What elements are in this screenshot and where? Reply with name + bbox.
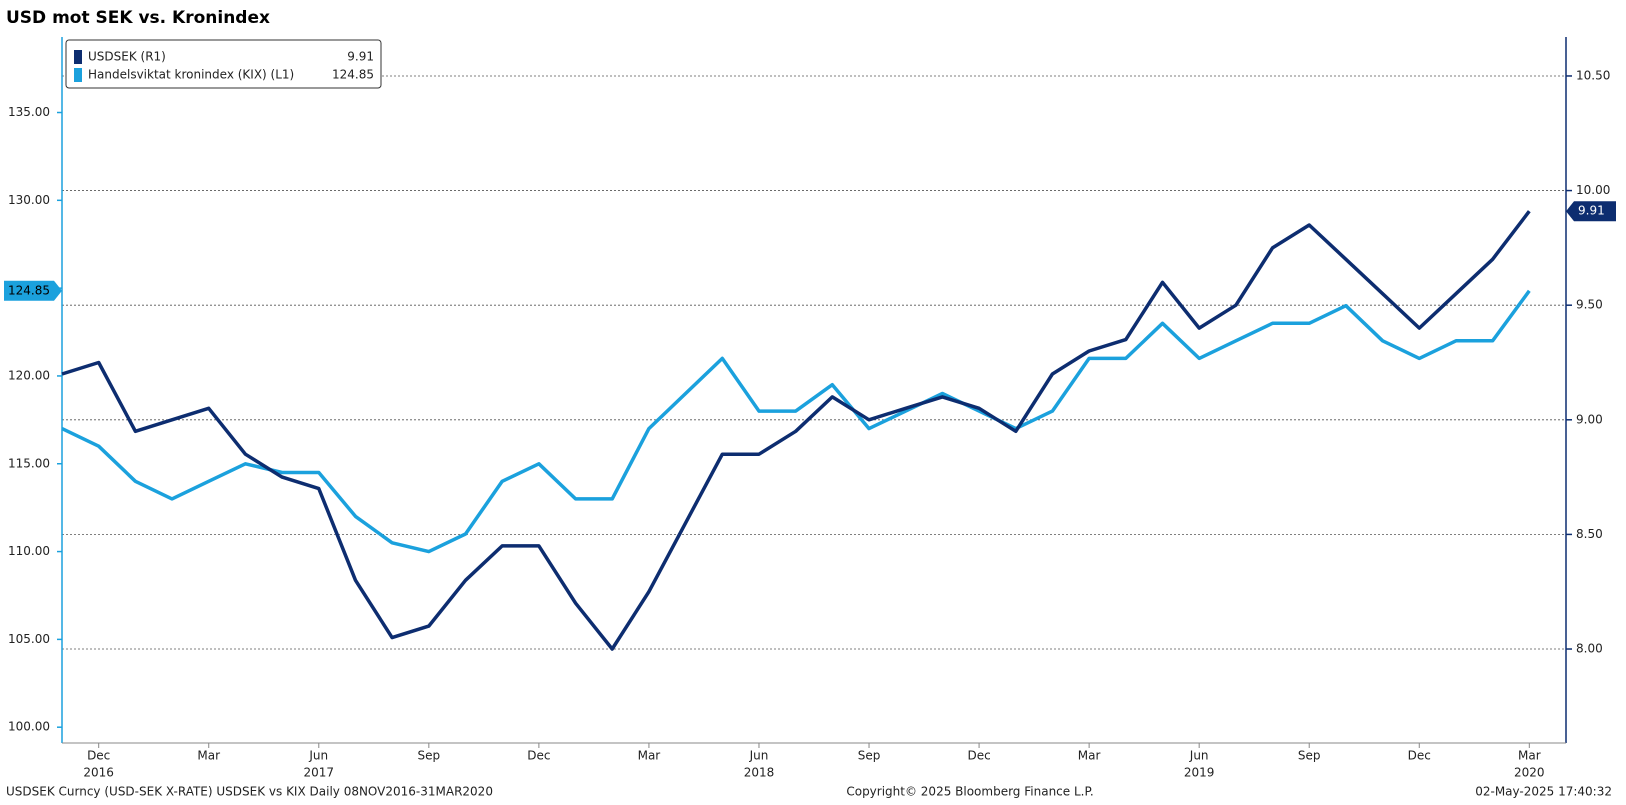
x-tick-label: Dec [527, 749, 550, 763]
legend-swatch [74, 50, 82, 64]
x-tick-label: Mar [638, 749, 661, 763]
x-tick-label: Mar [1518, 749, 1541, 763]
x-tick-label: Sep [418, 749, 441, 763]
y-tick-label: 130.00 [8, 193, 50, 207]
y2-tick-label: 9.00 [1576, 412, 1603, 426]
y-tick-label: 110.00 [8, 544, 50, 558]
x-tick-label: Jun [749, 749, 769, 763]
legend-box [65, 39, 382, 89]
y-tick-label: 105.00 [8, 632, 50, 646]
y2-tick-label: 10.50 [1576, 68, 1610, 82]
y2-tick-label: 9.50 [1576, 298, 1603, 312]
x-tick-label: Dec [1408, 749, 1431, 763]
legend-label: USDSEK (R1) [88, 50, 166, 64]
x-year-label: 2017 [304, 766, 335, 780]
x-year-label: 2016 [83, 766, 114, 780]
y2-tick-label: 8.00 [1576, 642, 1603, 656]
value-tag [4, 280, 62, 301]
legend-value: 9.91 [347, 50, 374, 64]
value-tag [1566, 201, 1616, 222]
x-tick-label: Dec [967, 749, 990, 763]
x-year-label: 2020 [1514, 766, 1545, 780]
x-year-label: 2018 [744, 766, 775, 780]
legend-swatch [74, 68, 82, 82]
series-line [61, 210, 1531, 651]
x-tick-label: Dec [87, 749, 110, 763]
legend-label: Handelsviktat kronindex (KIX) (L1) [88, 68, 294, 82]
x-tick-label: Jun [308, 749, 328, 763]
y-tick-label: 100.00 [8, 720, 50, 734]
x-tick-label: Sep [858, 749, 881, 763]
y2-tick-label: 8.50 [1576, 527, 1603, 541]
value-tag-label: 124.85 [8, 283, 50, 297]
series-line [61, 289, 1531, 554]
footer-left: USDSEK Curncy (USD-SEK X-RATE) USDSEK vs… [6, 785, 493, 799]
x-year-label: 2019 [1184, 766, 1215, 780]
y-tick-label: 115.00 [8, 456, 50, 470]
legend-value: 124.85 [332, 68, 374, 82]
footer-right: 02-May-2025 17:40:32 [1475, 785, 1612, 799]
y-tick-label: 135.00 [8, 105, 50, 119]
value-tag-label: 9.91 [1578, 204, 1605, 218]
y-tick-label: 120.00 [8, 368, 50, 382]
x-tick-label: Jun [1189, 749, 1209, 763]
x-tick-label: Sep [1298, 749, 1321, 763]
x-tick-label: Mar [197, 749, 220, 763]
footer-center: Copyright© 2025 Bloomberg Finance L.P. [846, 785, 1093, 799]
chart-title: USD mot SEK vs. Kronindex [6, 8, 270, 28]
y2-tick-label: 10.00 [1576, 183, 1610, 197]
x-tick-label: Mar [1078, 749, 1101, 763]
